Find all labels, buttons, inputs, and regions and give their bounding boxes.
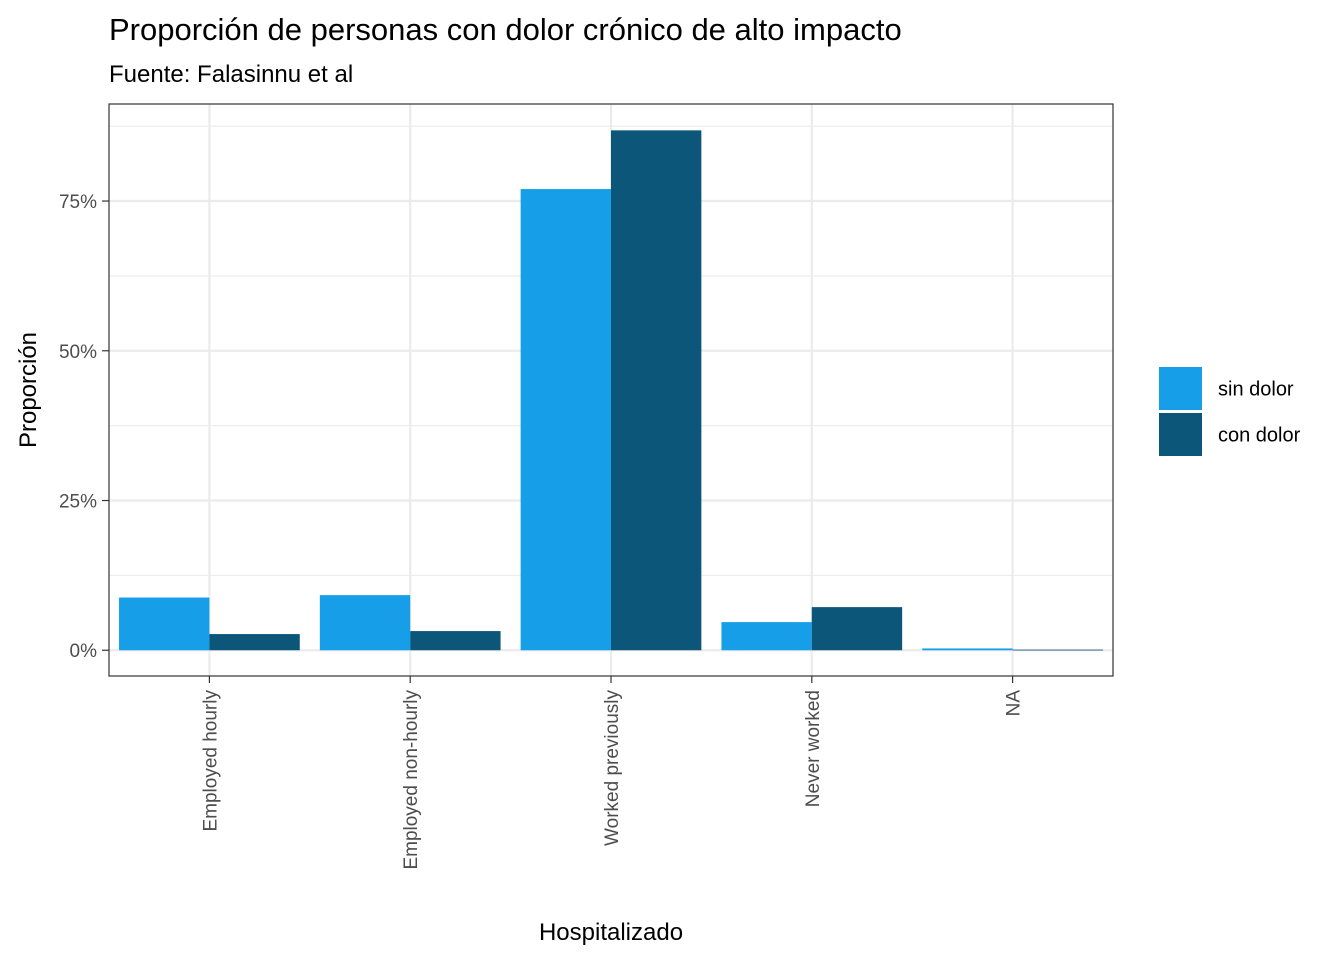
x-axis-title: Hospitalizado — [539, 919, 683, 946]
x-tick-label: Employed non-hourly — [401, 690, 422, 870]
legend-key — [1159, 413, 1202, 456]
y-tick-label: 25% — [59, 492, 97, 513]
y-tick-label: 50% — [59, 342, 97, 363]
bar — [410, 631, 501, 651]
bar — [1012, 649, 1103, 651]
bar — [611, 130, 702, 651]
bar — [811, 607, 903, 651]
y-tick-label: 0% — [70, 641, 98, 662]
legend-label: sin dolor — [1218, 379, 1294, 401]
bar — [922, 648, 1013, 651]
chart-title: Proporción de personas con dolor crónico… — [109, 12, 902, 47]
bars — [119, 130, 1103, 651]
bar — [721, 622, 812, 651]
y-tick-label: 75% — [59, 192, 97, 213]
x-tick-label: Employed hourly — [200, 690, 221, 832]
x-axis: Employed hourly Employed non-hourly Worked… — [200, 676, 1025, 870]
y-axis-title: Proporción — [15, 332, 42, 448]
x-tick-label: Never worked — [803, 690, 824, 807]
bar — [319, 595, 411, 651]
bar — [119, 597, 210, 651]
bar — [209, 634, 300, 651]
chart-subtitle: Fuente: Falasinnu et al — [109, 61, 353, 88]
bar — [520, 189, 611, 651]
x-tick-label: NA — [1004, 690, 1025, 717]
x-tick-label: Worked previously — [602, 690, 623, 846]
y-axis: 0% 25% 50% 75% — [59, 192, 109, 662]
legend-key — [1159, 367, 1202, 410]
legend-label: con dolor — [1218, 425, 1301, 447]
legend: sin dolor con dolor — [1159, 367, 1301, 456]
